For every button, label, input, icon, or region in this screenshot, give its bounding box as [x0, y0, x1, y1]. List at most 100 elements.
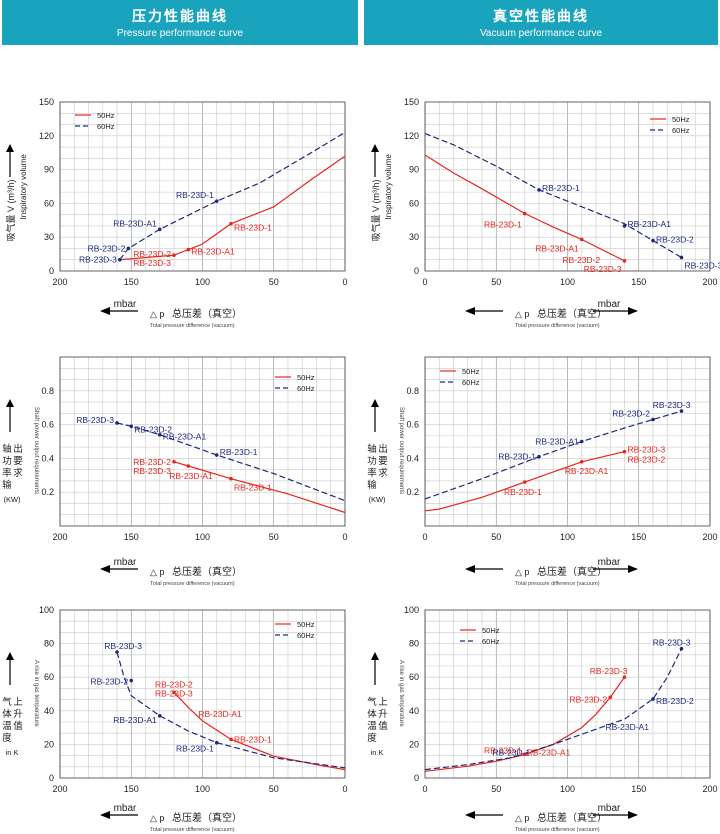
x-tick-label: 200	[52, 277, 67, 287]
data-point-label: RB-23D-A1	[198, 709, 242, 719]
data-point	[622, 224, 627, 228]
vacuum-header: 真空性能曲线 Vacuum performance curve	[364, 0, 718, 45]
data-point-label: RB-23D-3	[584, 264, 622, 274]
data-point	[172, 459, 176, 464]
data-point	[622, 259, 627, 263]
data-point-label: RB-23D-3	[79, 255, 117, 265]
data-point-label: RB-23D-1	[234, 483, 272, 493]
y-tick-label: 0.6	[41, 420, 54, 430]
footer-subtitle: Total pressure difference (vacuum)	[515, 323, 600, 329]
y-tick-label: 90	[409, 165, 419, 175]
data-point-label: RB-23D-A1	[606, 722, 650, 732]
y-axis-label-char: 要	[378, 456, 388, 467]
y-axis-label-char: 输	[2, 479, 12, 491]
pressure-header-subtitle: Pressure performance curve	[116, 28, 244, 39]
y-axis-label-char: 功	[367, 456, 377, 467]
data-point-label: RB-23D-A1	[113, 715, 157, 725]
series-line-60hz	[116, 422, 346, 502]
footer-subtitle: Total pressure difference (vacuum)	[515, 827, 600, 833]
footer-arrow-right-head	[628, 811, 638, 819]
x-tick-label: 0	[342, 784, 347, 794]
footer-subtitle: Total pressure difference (vacuum)	[515, 581, 600, 587]
y-axis-label-char: 度	[2, 732, 12, 744]
data-point	[157, 714, 162, 718]
data-point-label: RB-23D-3	[685, 260, 720, 270]
x-tick-label: 50	[491, 784, 501, 794]
y-axis-label-char: 气	[367, 696, 377, 708]
footer-mbar: mbar	[114, 299, 137, 310]
x-tick-label: 100	[560, 277, 575, 287]
footer-subtitle: Total pressure difference (vacuum)	[150, 827, 235, 833]
y-axis-label-char: 值	[378, 720, 388, 732]
data-point-label: RB-23D-2	[656, 235, 694, 245]
y-tick-label: 120	[404, 131, 419, 141]
data-point	[651, 697, 655, 701]
x-tick-label: 150	[124, 277, 139, 287]
data-point	[522, 480, 527, 484]
x-tick-label: 50	[269, 277, 279, 287]
data-point	[622, 449, 627, 454]
data-point-label: RB-23D-3	[653, 638, 691, 648]
y-tick-label: 40	[44, 706, 54, 716]
data-point-label: RB-23D-1	[492, 747, 530, 757]
y-axis-unit: (KW)	[368, 495, 386, 504]
y-tick-label: 0.2	[406, 487, 419, 497]
data-point	[679, 409, 684, 413]
footer-subtitle: Total pressure difference (vacuum)	[150, 581, 235, 587]
footer-arrow-right-head	[628, 307, 638, 315]
data-point	[579, 439, 584, 444]
y-axis-label-char: 轴	[2, 443, 12, 455]
y-tick-label: 0.6	[406, 420, 419, 430]
footer-arrow-left-head	[465, 565, 475, 573]
y-tick-label: 30	[409, 232, 419, 242]
y-axis-arrow-head	[6, 144, 14, 152]
pressure-header: 压力性能曲线 Pressure performance curve	[2, 0, 358, 45]
x-tick-label: 50	[269, 532, 279, 542]
x-tick-label: 0	[422, 784, 427, 794]
x-tick-label: 100	[195, 532, 210, 542]
data-point	[608, 695, 613, 700]
y-axis-label-char: 升	[378, 709, 388, 720]
x-tick-label: 150	[124, 784, 139, 794]
data-point-label: RB-23D-3	[628, 445, 666, 455]
data-point	[115, 650, 119, 654]
footer-arrow-left-head	[465, 307, 475, 315]
y-axis-label-char: 要	[13, 456, 23, 467]
y-tick-label: 0.8	[406, 386, 419, 396]
x-tick-label: 50	[491, 277, 501, 287]
series-line-50hz	[119, 155, 346, 261]
data-point-label: RB-23D-2	[134, 424, 172, 434]
footer-mbar: mbar	[114, 557, 137, 568]
data-point	[522, 752, 527, 757]
data-point	[579, 237, 584, 242]
legend-label: 50Hz	[672, 115, 690, 124]
legend-label: 60Hz	[297, 631, 315, 640]
footer-arrow-right-head	[628, 565, 638, 573]
data-point-label: RB-23D-2	[656, 696, 694, 706]
legend-label: 50Hz	[482, 626, 500, 635]
footer-title: 总压差（真空）	[537, 307, 607, 320]
plot-frame	[424, 356, 711, 527]
legend-label: 60Hz	[462, 378, 480, 387]
footer-arrow-left-head	[100, 565, 110, 573]
x-tick-label: 200	[702, 532, 717, 542]
data-point-label: RB-23D-1	[504, 487, 542, 497]
data-point-label: RB-23D-2	[133, 249, 171, 259]
legend-label: 50Hz	[97, 111, 115, 120]
data-point	[157, 432, 162, 437]
y-tick-label: 0	[414, 773, 419, 783]
data-point	[129, 678, 134, 683]
data-point	[214, 199, 219, 203]
footer-arrow-left-head	[100, 811, 110, 819]
y-axis-label-char: 升	[13, 709, 23, 720]
y-axis-arrow-head	[6, 652, 14, 660]
x-tick-label: 100	[560, 784, 575, 794]
plot-frame	[59, 609, 346, 779]
pressure-header-title: 压力性能曲线	[132, 9, 228, 25]
series-line-60hz	[424, 648, 683, 771]
x-tick-label: 0	[342, 277, 347, 287]
y-tick-label: 120	[39, 131, 54, 141]
